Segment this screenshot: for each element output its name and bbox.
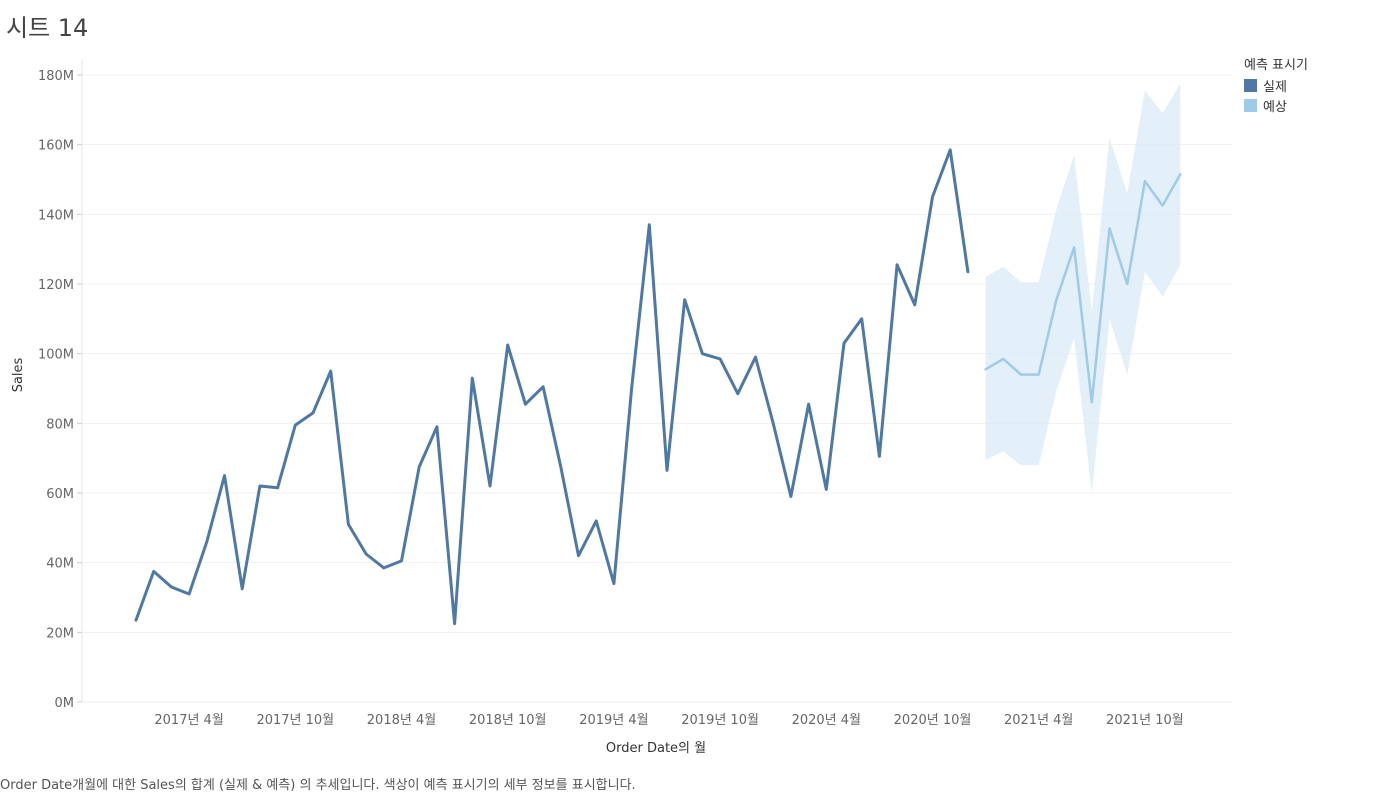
gridlines [81,60,1232,703]
legend-label-actual: 실제 [1263,79,1287,95]
x-tick-label: 2020년 4월 [792,713,861,728]
legend-label-forecast: 예상 [1263,99,1287,115]
y-axis-ticks: 0M 20M 40M 60M 80M 100M 120M 140M 160M 180M [38,69,82,711]
legend-title: 예측 표시기 [1244,58,1308,73]
x-tick-label: 2017년 10월 [256,713,334,728]
y-tick-label: 0M [55,696,75,711]
y-tick-label: 40M [46,557,74,572]
y-tick-label: 120M [38,278,74,293]
x-tick-label: 2018년 4월 [367,713,436,728]
x-axis-title: Order Date의 월 [606,741,706,756]
legend-item-forecast[interactable]: 예상 [1244,95,1308,115]
x-tick-label: 2020년 10월 [894,713,972,728]
y-tick-label: 140M [38,208,74,223]
legend: 예측 표시기 실제 예상 [1244,54,1308,115]
legend-swatch-actual [1244,78,1257,92]
forecast-band [985,83,1181,493]
y-axis-title: Sales [11,357,26,392]
y-tick-label: 100M [38,348,74,363]
x-axis-ticks: 2017년 4월 2017년 10월 2018년 4월 2018년 10월 2019년 … [154,713,1183,728]
x-tick-label: 2018년 10월 [469,713,547,728]
y-tick-label: 60M [46,487,74,502]
x-tick-label: 2019년 4월 [579,713,648,728]
y-tick-label: 160M [38,139,74,154]
x-tick-label: 2019년 10월 [681,713,759,728]
x-tick-label: 2021년 10월 [1106,713,1184,728]
sheet-title: 시트 14 [6,14,89,42]
series-lines [134,148,1182,626]
y-tick-label: 20M [46,626,74,641]
y-tick-label: 180M [38,69,74,84]
chart-caption: Order Date개월에 대한 Sales의 합계 (실제 & 예측) 의 추… [0,778,636,793]
forecast-confidence-band [985,83,1181,493]
legend-item-actual[interactable]: 실제 [1244,75,1308,95]
y-tick-label: 80M [46,417,74,432]
x-tick-label: 2017년 4월 [154,713,223,728]
x-tick-label: 2021년 4월 [1004,713,1073,728]
series-line-forecast [984,173,1182,404]
legend-swatch-forecast [1244,98,1257,112]
series-line-actual [134,148,970,626]
